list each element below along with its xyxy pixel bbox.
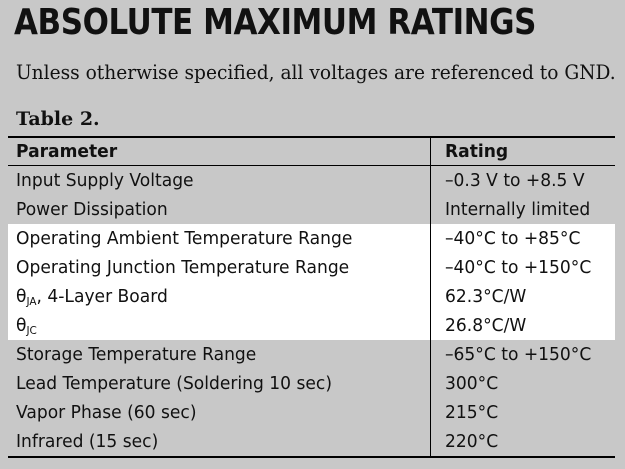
section-heading: ABSOLUTE MAXIMUM RATINGS	[14, 2, 537, 43]
row-rating: –65°C to +150°C	[445, 344, 592, 365]
absolute-maximum-ratings-table: Parameter Rating Input Supply Voltage –0…	[8, 136, 615, 458]
row-rating: 220°C	[445, 431, 499, 452]
table-row: Power Dissipation Internally limited	[8, 195, 615, 224]
theta-subscript: JC	[26, 323, 37, 337]
row-rating: 215°C	[445, 402, 499, 423]
table-caption: Table 2.	[16, 108, 100, 130]
table-row: Infrared (15 sec) 220°C	[8, 427, 615, 457]
row-parameter: Operating Junction Temperature Range	[8, 253, 431, 282]
theta-symbol: θ	[16, 314, 27, 336]
header-parameter: Parameter	[8, 137, 431, 166]
intro-text: Unless otherwise specified, all voltages…	[16, 60, 616, 84]
row-rating: –0.3 V to +8.5 V	[445, 170, 585, 191]
table-row: Input Supply Voltage –0.3 V to +8.5 V	[8, 165, 615, 195]
table-row: θJA, 4-Layer Board 62.3°C/W	[8, 282, 615, 311]
row-rating: 300°C	[445, 373, 499, 394]
header-rating: Rating	[445, 141, 509, 162]
row-parameter: Storage Temperature Range	[8, 340, 431, 369]
row-rating: –40°C to +85°C	[445, 228, 581, 249]
row-parameter: Input Supply Voltage	[8, 165, 431, 195]
row-parameter: Infrared (15 sec)	[8, 427, 431, 457]
row-parameter: Vapor Phase (60 sec)	[8, 398, 431, 427]
table-row: θJC 26.8°C/W	[8, 311, 615, 340]
table-row: Lead Temperature (Soldering 10 sec) 300°…	[8, 369, 615, 398]
table-row: Operating Ambient Temperature Range –40°…	[8, 224, 615, 253]
table-header-row: Parameter Rating	[8, 137, 615, 166]
row-parameter: Lead Temperature (Soldering 10 sec)	[8, 369, 431, 398]
row-rating: 26.8°C/W	[445, 315, 527, 336]
parameter-suffix: , 4-Layer Board	[36, 285, 168, 307]
row-rating: 62.3°C/W	[445, 286, 527, 307]
row-parameter: θJA, 4-Layer Board	[8, 282, 431, 311]
row-parameter: Power Dissipation	[8, 195, 431, 224]
row-parameter: Operating Ambient Temperature Range	[8, 224, 431, 253]
theta-symbol: θ	[16, 285, 27, 307]
table-row: Storage Temperature Range –65°C to +150°…	[8, 340, 615, 369]
table-row: Operating Junction Temperature Range –40…	[8, 253, 615, 282]
theta-subscript: JA	[26, 294, 37, 308]
table-row: Vapor Phase (60 sec) 215°C	[8, 398, 615, 427]
row-rating: –40°C to +150°C	[445, 257, 592, 278]
row-rating: Internally limited	[445, 199, 591, 220]
row-parameter: θJC	[8, 311, 431, 340]
